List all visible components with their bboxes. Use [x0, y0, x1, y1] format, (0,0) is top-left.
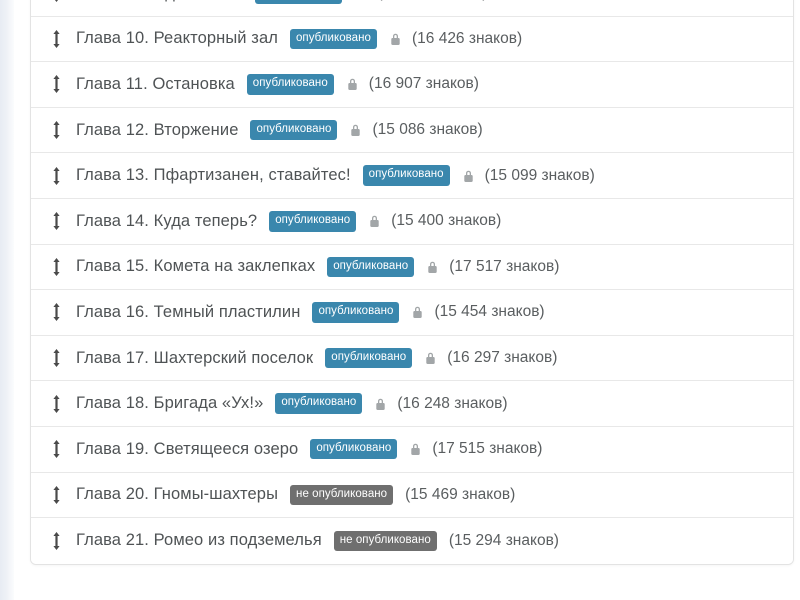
arrows-vertical-icon[interactable]	[47, 302, 65, 322]
character-count: (16 012 знаков)	[377, 0, 487, 2]
chapter-title[interactable]: Глава 9. Подопытные	[76, 0, 243, 3]
lock-icon	[425, 351, 436, 365]
chapter-title[interactable]: Глава 17. Шахтерский поселок	[76, 348, 314, 367]
table-row[interactable]: Глава 20. Гномы-шахтеры не опубликовано (1…	[31, 472, 793, 519]
lock-icon	[390, 32, 401, 46]
arrows-vertical-icon[interactable]	[47, 120, 65, 140]
chapter-title[interactable]: Глава 12. Вторжение	[76, 120, 239, 139]
table-row[interactable]: Глава 10. Реакторный зал опубликовано (16 …	[31, 16, 793, 63]
character-count: (16 907 знаков)	[368, 75, 479, 93]
character-count: (17 515 знаков)	[432, 440, 543, 458]
character-count: (15 099 знаков)	[484, 166, 595, 184]
character-count: (16 297 знаков)	[447, 349, 558, 367]
status-badge: опубликовано	[325, 347, 413, 369]
arrows-vertical-icon[interactable]	[47, 0, 65, 3]
arrows-vertical-icon[interactable]	[47, 439, 65, 459]
lock-icon	[375, 397, 386, 411]
lock-icon	[412, 305, 423, 319]
arrows-vertical-icon[interactable]	[47, 211, 65, 231]
character-count: (16 248 знаков)	[397, 394, 508, 412]
lock-icon	[369, 214, 380, 228]
arrows-vertical-icon[interactable]	[47, 531, 65, 551]
arrows-vertical-icon[interactable]	[47, 394, 65, 414]
status-badge: опубликовано	[310, 438, 398, 460]
status-badge: опубликовано	[327, 256, 415, 278]
chapter-title[interactable]: Глава 21. Ромео из подземелья	[76, 531, 322, 550]
page-content-area: Глава 9. Подопытные опубликовано (16 012 з…	[14, 0, 800, 600]
status-badge: опубликовано	[289, 28, 377, 50]
status-badge: опубликовано	[312, 302, 400, 323]
chapter-title[interactable]: Глава 19. Светящееся озеро	[76, 439, 299, 458]
chapter-title[interactable]: Глава 18. Бригада «Ух!»	[76, 394, 264, 413]
chapter-title[interactable]: Глава 15. Комета на заклепках	[76, 257, 316, 276]
lock-icon	[427, 260, 438, 274]
arrows-vertical-icon[interactable]	[47, 485, 65, 505]
status-badge: не опубликовано	[290, 484, 394, 506]
arrows-vertical-icon[interactable]	[47, 74, 65, 94]
table-row[interactable]: Глава 16. Темный пластилин опубликовано (1…	[31, 290, 793, 336]
arrows-vertical-icon[interactable]	[47, 29, 65, 49]
table-row[interactable]: Глава 17. Шахтерский поселок опубликовано…	[31, 335, 793, 382]
lock-icon	[350, 123, 361, 137]
character-count: (15 086 знаков)	[372, 121, 483, 139]
lock-icon	[347, 77, 358, 91]
table-row[interactable]: Глава 11. Остановка опубликовано (16 907 з…	[31, 62, 793, 108]
status-badge: не опубликовано	[333, 530, 437, 552]
character-count: (16 426 знаков)	[411, 29, 523, 47]
chapter-list: Глава 9. Подопытные опубликовано (16 012 з…	[31, 0, 793, 564]
lock-icon	[463, 169, 474, 183]
table-row[interactable]: Глава 18. Бригада «Ух!» опубликовано (16 2…	[31, 381, 793, 427]
status-badge: опубликовано	[362, 165, 450, 186]
lock-icon	[410, 442, 421, 456]
status-badge: опубликовано	[275, 393, 363, 414]
status-badge: опубликовано	[255, 0, 343, 4]
page-background-gutter	[0, 0, 14, 600]
chapter-title[interactable]: Глава 10. Реакторный зал	[76, 29, 278, 48]
status-badge: опубликовано	[246, 74, 334, 95]
table-row[interactable]: Глава 14. Куда теперь? опубликовано (15 40…	[31, 198, 793, 245]
status-badge: опубликовано	[269, 211, 357, 232]
arrows-vertical-icon[interactable]	[47, 166, 65, 186]
table-row[interactable]: Глава 15. Комета на заклепках опубликован…	[31, 244, 793, 291]
table-row[interactable]: Глава 21. Ромео из подземелья не опублико…	[31, 518, 793, 564]
character-count: (17 517 знаков)	[449, 257, 560, 275]
character-count: (15 294 знаков)	[448, 531, 559, 549]
chapter-title[interactable]: Глава 13. Пфартизанен, ставайтес!	[76, 166, 351, 185]
chapter-list-panel: Глава 9. Подопытные опубликовано (16 012 з…	[30, 0, 794, 565]
status-badge: опубликовано	[250, 119, 338, 141]
chapter-title[interactable]: Глава 14. Куда теперь?	[76, 211, 258, 230]
table-row[interactable]: Глава 9. Подопытные опубликовано (16 012 з…	[31, 0, 793, 17]
table-row[interactable]: Глава 12. Вторжение опубликовано (15 086 з…	[31, 107, 793, 154]
chapter-title[interactable]: Глава 11. Остановка	[76, 74, 235, 93]
character-count: (15 469 знаков)	[405, 485, 516, 503]
arrows-vertical-icon[interactable]	[47, 348, 65, 368]
table-row[interactable]: Глава 13. Пфартизанен, ставайтес! опублик…	[31, 153, 793, 199]
table-row[interactable]: Глава 19. Светящееся озеро опубликовано (1…	[31, 426, 793, 473]
chapter-title[interactable]: Глава 16. Темный пластилин	[76, 302, 301, 321]
arrows-vertical-icon[interactable]	[47, 257, 65, 277]
character-count: (15 454 знаков)	[434, 303, 545, 321]
character-count: (15 400 знаков)	[391, 212, 502, 230]
chapter-title[interactable]: Глава 20. Гномы-шахтеры	[76, 485, 279, 504]
